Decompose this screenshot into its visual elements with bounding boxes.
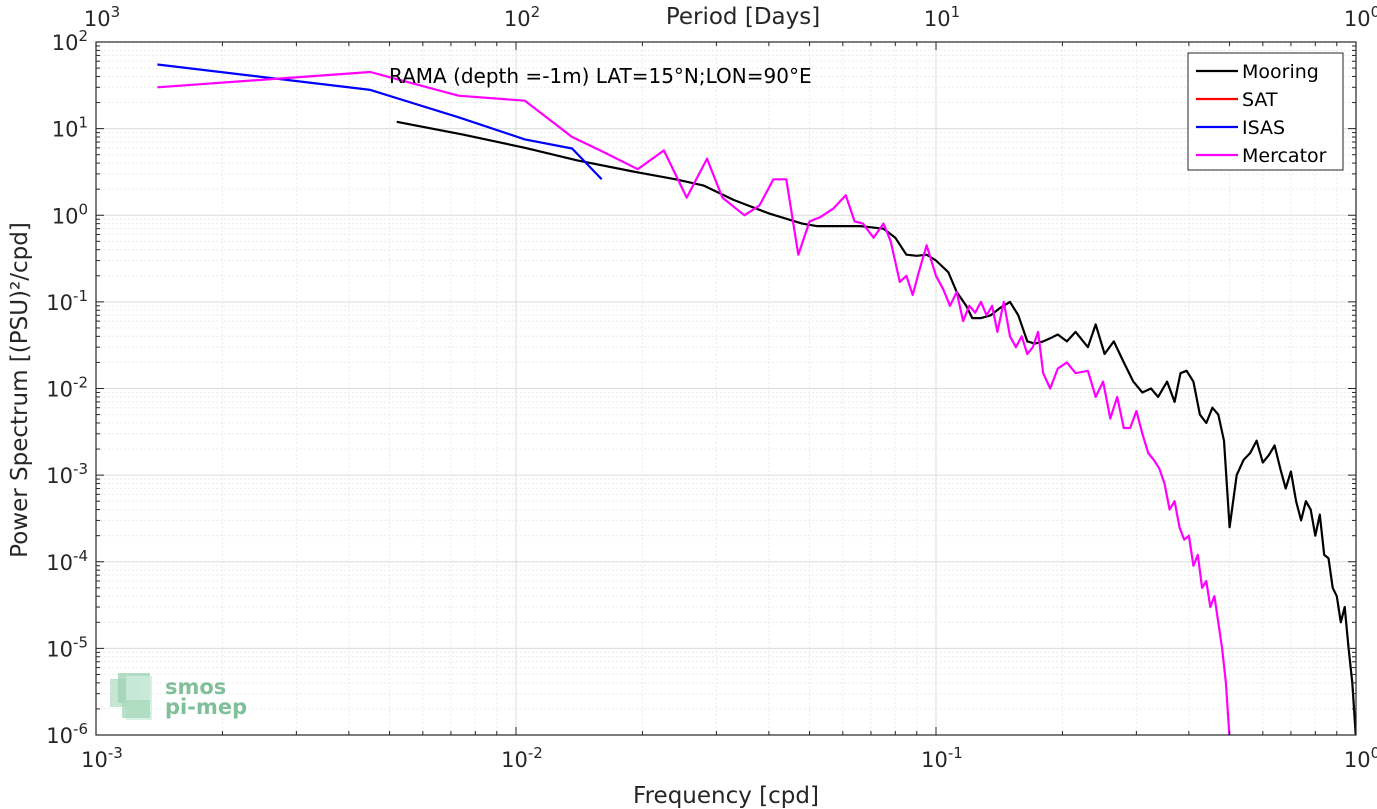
top-tick-label: 100 xyxy=(1344,3,1377,31)
smos-pi-mep-logo: smos pi-mep xyxy=(110,673,247,720)
y-tick-label: 10-4 xyxy=(46,547,88,575)
x-tick-label: 10-2 xyxy=(501,744,543,772)
x-axis-label: Frequency [cpd] xyxy=(633,783,819,809)
series-line-isas xyxy=(157,63,603,181)
y-tick-label: 10-2 xyxy=(46,374,88,402)
legend-label-isas: ISAS xyxy=(1242,117,1285,139)
top-tick-label: 102 xyxy=(504,3,540,31)
top-tick-label: 103 xyxy=(84,3,120,31)
y-tick-label: 101 xyxy=(52,114,88,142)
x-tick-label: 100 xyxy=(1344,744,1377,772)
legend-label-mercator: Mercator xyxy=(1242,145,1327,167)
y-tick-label: 100 xyxy=(52,200,88,228)
series-layer xyxy=(157,63,1356,735)
legend: Mooring SAT ISAS Mercator xyxy=(1187,52,1344,171)
x-tick-label: 10-3 xyxy=(81,744,123,772)
legend-label-mooring: Mooring xyxy=(1242,61,1319,83)
y-tick-label: 10-3 xyxy=(46,460,88,488)
x-tick-label: 10-1 xyxy=(921,744,963,772)
y-tick-label: 10-1 xyxy=(46,287,88,315)
top-axis-label: Period [Days] xyxy=(666,4,820,30)
series-line-mercator xyxy=(157,70,1231,735)
grid-lines xyxy=(95,42,1356,736)
top-tick-label: 101 xyxy=(924,3,960,31)
legend-label-sat: SAT xyxy=(1242,89,1278,111)
y-tick-label: 10-5 xyxy=(46,633,88,661)
y-tick-label: 10-6 xyxy=(46,720,88,748)
axis-minor-ticks xyxy=(95,42,1356,736)
y-axis-label: Power Spectrum [(PSU)²/cpd] xyxy=(7,222,33,558)
chart-annotation: RAMA (depth =-1m) LAT=15°N;LON=90°E xyxy=(389,64,812,88)
svg-text:pi-mep: pi-mep xyxy=(165,695,247,719)
y-tick-label: 102 xyxy=(52,27,88,55)
legend-box xyxy=(1187,52,1344,171)
axis-tick-labels: 10-3 10-2 10-1 100 102 101 100 10-1 10-2 10-3 10-4… xyxy=(46,3,1377,772)
svg-text:smos: smos xyxy=(165,675,226,699)
